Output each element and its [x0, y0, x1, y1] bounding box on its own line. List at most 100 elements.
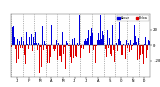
- Bar: [22, 45, 23, 48]
- Bar: [12, 45, 13, 47]
- Bar: [44, 41, 45, 45]
- Bar: [64, 45, 65, 47]
- Bar: [88, 30, 89, 45]
- Bar: [81, 45, 82, 48]
- Bar: [90, 35, 91, 45]
- Bar: [105, 45, 106, 49]
- Bar: [54, 20, 55, 45]
- Bar: [134, 25, 135, 45]
- Bar: [122, 45, 123, 55]
- Bar: [53, 45, 54, 49]
- Bar: [144, 44, 145, 45]
- Bar: [26, 32, 27, 45]
- Bar: [75, 45, 76, 50]
- Bar: [55, 45, 56, 49]
- Bar: [146, 45, 147, 58]
- Bar: [114, 45, 115, 62]
- Bar: [11, 45, 12, 47]
- Bar: [69, 45, 70, 46]
- Bar: [133, 43, 134, 45]
- Bar: [36, 43, 37, 45]
- Bar: [92, 33, 93, 45]
- Bar: [56, 40, 57, 45]
- Bar: [39, 45, 40, 73]
- Bar: [140, 45, 141, 55]
- Bar: [15, 45, 16, 49]
- Bar: [29, 37, 30, 45]
- Bar: [111, 45, 112, 56]
- Bar: [21, 37, 22, 45]
- Bar: [129, 45, 130, 52]
- Bar: [45, 44, 46, 45]
- Bar: [109, 38, 110, 45]
- Bar: [127, 45, 128, 48]
- Bar: [118, 39, 119, 45]
- Bar: [110, 45, 111, 54]
- Bar: [100, 15, 101, 45]
- Bar: [49, 45, 50, 63]
- Bar: [95, 45, 96, 63]
- Bar: [121, 45, 122, 55]
- Bar: [60, 45, 61, 56]
- Bar: [16, 45, 17, 63]
- Bar: [47, 45, 48, 63]
- Bar: [93, 45, 94, 50]
- Bar: [98, 33, 99, 45]
- Bar: [119, 22, 120, 45]
- Bar: [91, 35, 92, 45]
- Bar: [18, 45, 19, 59]
- Bar: [63, 45, 64, 54]
- Bar: [25, 45, 26, 56]
- Bar: [137, 45, 138, 60]
- Bar: [141, 45, 142, 46]
- Bar: [33, 30, 34, 45]
- Bar: [24, 45, 25, 55]
- Bar: [116, 43, 117, 45]
- Bar: [125, 45, 126, 59]
- Bar: [102, 31, 103, 45]
- Legend: Above, Below: Above, Below: [117, 15, 149, 21]
- Bar: [142, 45, 143, 54]
- Bar: [71, 45, 72, 63]
- Bar: [139, 45, 140, 59]
- Bar: [70, 45, 71, 57]
- Bar: [86, 41, 87, 45]
- Bar: [73, 45, 74, 58]
- Bar: [62, 45, 63, 61]
- Bar: [43, 45, 44, 50]
- Bar: [145, 37, 146, 45]
- Bar: [74, 38, 75, 45]
- Bar: [131, 45, 132, 50]
- Bar: [147, 45, 148, 50]
- Bar: [27, 44, 28, 45]
- Bar: [143, 45, 144, 64]
- Bar: [67, 45, 68, 65]
- Bar: [68, 45, 69, 46]
- Bar: [66, 41, 67, 45]
- Bar: [14, 37, 15, 45]
- Bar: [87, 38, 88, 45]
- Bar: [84, 41, 85, 45]
- Bar: [148, 40, 149, 45]
- Bar: [106, 45, 107, 57]
- Bar: [138, 38, 139, 45]
- Bar: [113, 45, 114, 50]
- Bar: [57, 45, 58, 60]
- Bar: [130, 40, 131, 45]
- Bar: [79, 15, 80, 45]
- Bar: [117, 45, 118, 51]
- Bar: [65, 45, 66, 69]
- Bar: [94, 45, 95, 46]
- Bar: [85, 39, 86, 45]
- Bar: [35, 32, 36, 45]
- Bar: [132, 45, 133, 46]
- Bar: [37, 45, 38, 50]
- Bar: [107, 17, 108, 45]
- Bar: [112, 25, 113, 45]
- Bar: [99, 38, 100, 45]
- Bar: [123, 44, 124, 45]
- Bar: [51, 25, 52, 45]
- Bar: [96, 45, 97, 46]
- Bar: [48, 45, 49, 46]
- Bar: [61, 45, 62, 62]
